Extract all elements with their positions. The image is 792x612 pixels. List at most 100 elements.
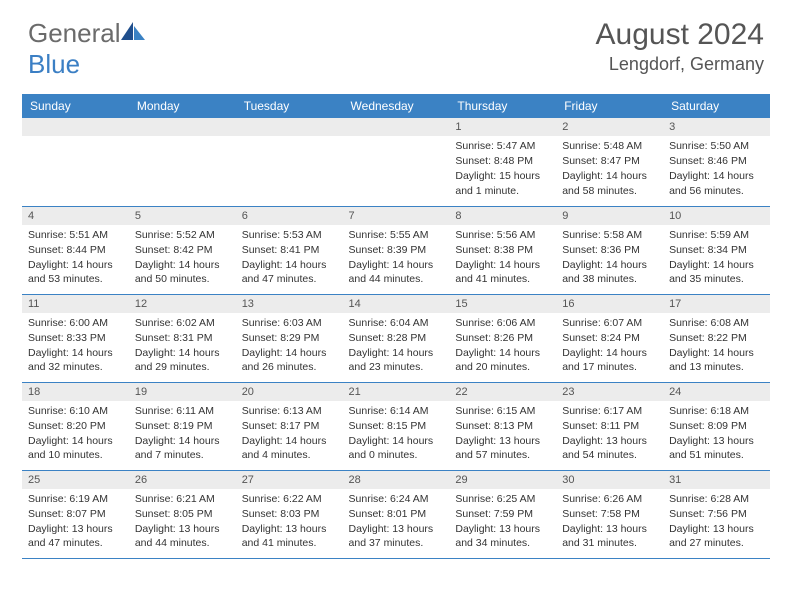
day-number <box>343 118 450 136</box>
day-number: 13 <box>236 295 343 313</box>
sunset-line: Sunset: 8:46 PM <box>669 154 764 168</box>
daylight-line: Daylight: 14 hours and 35 minutes. <box>669 258 764 286</box>
sunset-line: Sunset: 8:09 PM <box>669 419 764 433</box>
calendar-cell: 22Sunrise: 6:15 AMSunset: 8:13 PMDayligh… <box>449 382 556 470</box>
sunrise-line: Sunrise: 6:15 AM <box>455 404 550 418</box>
daylight-line: Daylight: 14 hours and 23 minutes. <box>349 346 444 374</box>
sunset-line: Sunset: 8:11 PM <box>562 419 657 433</box>
cell-body: Sunrise: 6:13 AMSunset: 8:17 PMDaylight:… <box>236 401 343 468</box>
calendar-cell: 3Sunrise: 5:50 AMSunset: 8:46 PMDaylight… <box>663 118 770 206</box>
calendar-cell: 31Sunrise: 6:28 AMSunset: 7:56 PMDayligh… <box>663 470 770 558</box>
sunrise-line: Sunrise: 5:51 AM <box>28 228 123 242</box>
sunset-line: Sunset: 8:38 PM <box>455 243 550 257</box>
sunrise-line: Sunrise: 5:50 AM <box>669 139 764 153</box>
sunrise-line: Sunrise: 6:03 AM <box>242 316 337 330</box>
calendar-cell: 6Sunrise: 5:53 AMSunset: 8:41 PMDaylight… <box>236 206 343 294</box>
daylight-line: Daylight: 13 hours and 57 minutes. <box>455 434 550 462</box>
cell-body: Sunrise: 6:15 AMSunset: 8:13 PMDaylight:… <box>449 401 556 468</box>
cell-body: Sunrise: 5:56 AMSunset: 8:38 PMDaylight:… <box>449 225 556 292</box>
day-header-row: SundayMondayTuesdayWednesdayThursdayFrid… <box>22 94 770 118</box>
sunrise-line: Sunrise: 6:06 AM <box>455 316 550 330</box>
calendar-cell: 18Sunrise: 6:10 AMSunset: 8:20 PMDayligh… <box>22 382 129 470</box>
calendar-cell: 13Sunrise: 6:03 AMSunset: 8:29 PMDayligh… <box>236 294 343 382</box>
sunrise-line: Sunrise: 6:08 AM <box>669 316 764 330</box>
calendar-body: 1Sunrise: 5:47 AMSunset: 8:48 PMDaylight… <box>22 118 770 558</box>
day-number: 10 <box>663 207 770 225</box>
day-number: 24 <box>663 383 770 401</box>
cell-body: Sunrise: 5:51 AMSunset: 8:44 PMDaylight:… <box>22 225 129 292</box>
sunset-line: Sunset: 8:29 PM <box>242 331 337 345</box>
sunset-line: Sunset: 8:19 PM <box>135 419 230 433</box>
calendar-cell: 24Sunrise: 6:18 AMSunset: 8:09 PMDayligh… <box>663 382 770 470</box>
cell-body: Sunrise: 5:48 AMSunset: 8:47 PMDaylight:… <box>556 136 663 203</box>
cell-body: Sunrise: 6:11 AMSunset: 8:19 PMDaylight:… <box>129 401 236 468</box>
cell-body: Sunrise: 6:21 AMSunset: 8:05 PMDaylight:… <box>129 489 236 556</box>
sunrise-line: Sunrise: 6:02 AM <box>135 316 230 330</box>
calendar-cell: 19Sunrise: 6:11 AMSunset: 8:19 PMDayligh… <box>129 382 236 470</box>
day-number: 8 <box>449 207 556 225</box>
cell-body: Sunrise: 5:52 AMSunset: 8:42 PMDaylight:… <box>129 225 236 292</box>
day-number: 23 <box>556 383 663 401</box>
cell-body: Sunrise: 6:08 AMSunset: 8:22 PMDaylight:… <box>663 313 770 380</box>
sunset-line: Sunset: 8:39 PM <box>349 243 444 257</box>
calendar-cell: 20Sunrise: 6:13 AMSunset: 8:17 PMDayligh… <box>236 382 343 470</box>
daylight-line: Daylight: 13 hours and 47 minutes. <box>28 522 123 550</box>
calendar-cell: 7Sunrise: 5:55 AMSunset: 8:39 PMDaylight… <box>343 206 450 294</box>
sunrise-line: Sunrise: 5:52 AM <box>135 228 230 242</box>
daylight-line: Daylight: 13 hours and 31 minutes. <box>562 522 657 550</box>
daylight-line: Daylight: 13 hours and 44 minutes. <box>135 522 230 550</box>
sunrise-line: Sunrise: 6:24 AM <box>349 492 444 506</box>
sunset-line: Sunset: 8:42 PM <box>135 243 230 257</box>
cell-body: Sunrise: 6:24 AMSunset: 8:01 PMDaylight:… <box>343 489 450 556</box>
daylight-line: Daylight: 13 hours and 37 minutes. <box>349 522 444 550</box>
cell-body: Sunrise: 6:06 AMSunset: 8:26 PMDaylight:… <box>449 313 556 380</box>
day-header: Thursday <box>449 94 556 118</box>
sunset-line: Sunset: 8:26 PM <box>455 331 550 345</box>
logo-sail-icon <box>119 20 147 42</box>
calendar-cell: 10Sunrise: 5:59 AMSunset: 8:34 PMDayligh… <box>663 206 770 294</box>
day-number: 9 <box>556 207 663 225</box>
daylight-line: Daylight: 14 hours and 29 minutes. <box>135 346 230 374</box>
sunset-line: Sunset: 8:28 PM <box>349 331 444 345</box>
daylight-line: Daylight: 13 hours and 54 minutes. <box>562 434 657 462</box>
sunset-line: Sunset: 8:15 PM <box>349 419 444 433</box>
daylight-line: Daylight: 13 hours and 34 minutes. <box>455 522 550 550</box>
logo-text-blue: Blue <box>28 49 80 79</box>
sunrise-line: Sunrise: 6:28 AM <box>669 492 764 506</box>
daylight-line: Daylight: 14 hours and 38 minutes. <box>562 258 657 286</box>
sunrise-line: Sunrise: 5:48 AM <box>562 139 657 153</box>
calendar-cell: 26Sunrise: 6:21 AMSunset: 8:05 PMDayligh… <box>129 470 236 558</box>
day-number: 5 <box>129 207 236 225</box>
sunrise-line: Sunrise: 5:55 AM <box>349 228 444 242</box>
day-number <box>236 118 343 136</box>
day-number: 29 <box>449 471 556 489</box>
cell-body: Sunrise: 6:07 AMSunset: 8:24 PMDaylight:… <box>556 313 663 380</box>
day-number: 26 <box>129 471 236 489</box>
day-number <box>129 118 236 136</box>
day-number: 4 <box>22 207 129 225</box>
day-number: 22 <box>449 383 556 401</box>
sunrise-line: Sunrise: 6:14 AM <box>349 404 444 418</box>
day-number: 28 <box>343 471 450 489</box>
day-number: 2 <box>556 118 663 136</box>
calendar-cell: 1Sunrise: 5:47 AMSunset: 8:48 PMDaylight… <box>449 118 556 206</box>
cell-body: Sunrise: 6:17 AMSunset: 8:11 PMDaylight:… <box>556 401 663 468</box>
sunset-line: Sunset: 8:17 PM <box>242 419 337 433</box>
sunset-line: Sunset: 8:03 PM <box>242 507 337 521</box>
calendar-cell: 16Sunrise: 6:07 AMSunset: 8:24 PMDayligh… <box>556 294 663 382</box>
sunset-line: Sunset: 7:58 PM <box>562 507 657 521</box>
sunset-line: Sunset: 8:01 PM <box>349 507 444 521</box>
daylight-line: Daylight: 13 hours and 27 minutes. <box>669 522 764 550</box>
day-number: 6 <box>236 207 343 225</box>
cell-body: Sunrise: 6:22 AMSunset: 8:03 PMDaylight:… <box>236 489 343 556</box>
page-header: GeneralBlue August 2024 Lengdorf, German… <box>0 0 792 88</box>
calendar-cell <box>343 118 450 206</box>
sunrise-line: Sunrise: 6:10 AM <box>28 404 123 418</box>
day-number: 14 <box>343 295 450 313</box>
calendar-cell: 12Sunrise: 6:02 AMSunset: 8:31 PMDayligh… <box>129 294 236 382</box>
logo-text-general: General <box>28 18 121 48</box>
daylight-line: Daylight: 14 hours and 44 minutes. <box>349 258 444 286</box>
daylight-line: Daylight: 14 hours and 58 minutes. <box>562 169 657 197</box>
daylight-line: Daylight: 13 hours and 51 minutes. <box>669 434 764 462</box>
day-number: 15 <box>449 295 556 313</box>
